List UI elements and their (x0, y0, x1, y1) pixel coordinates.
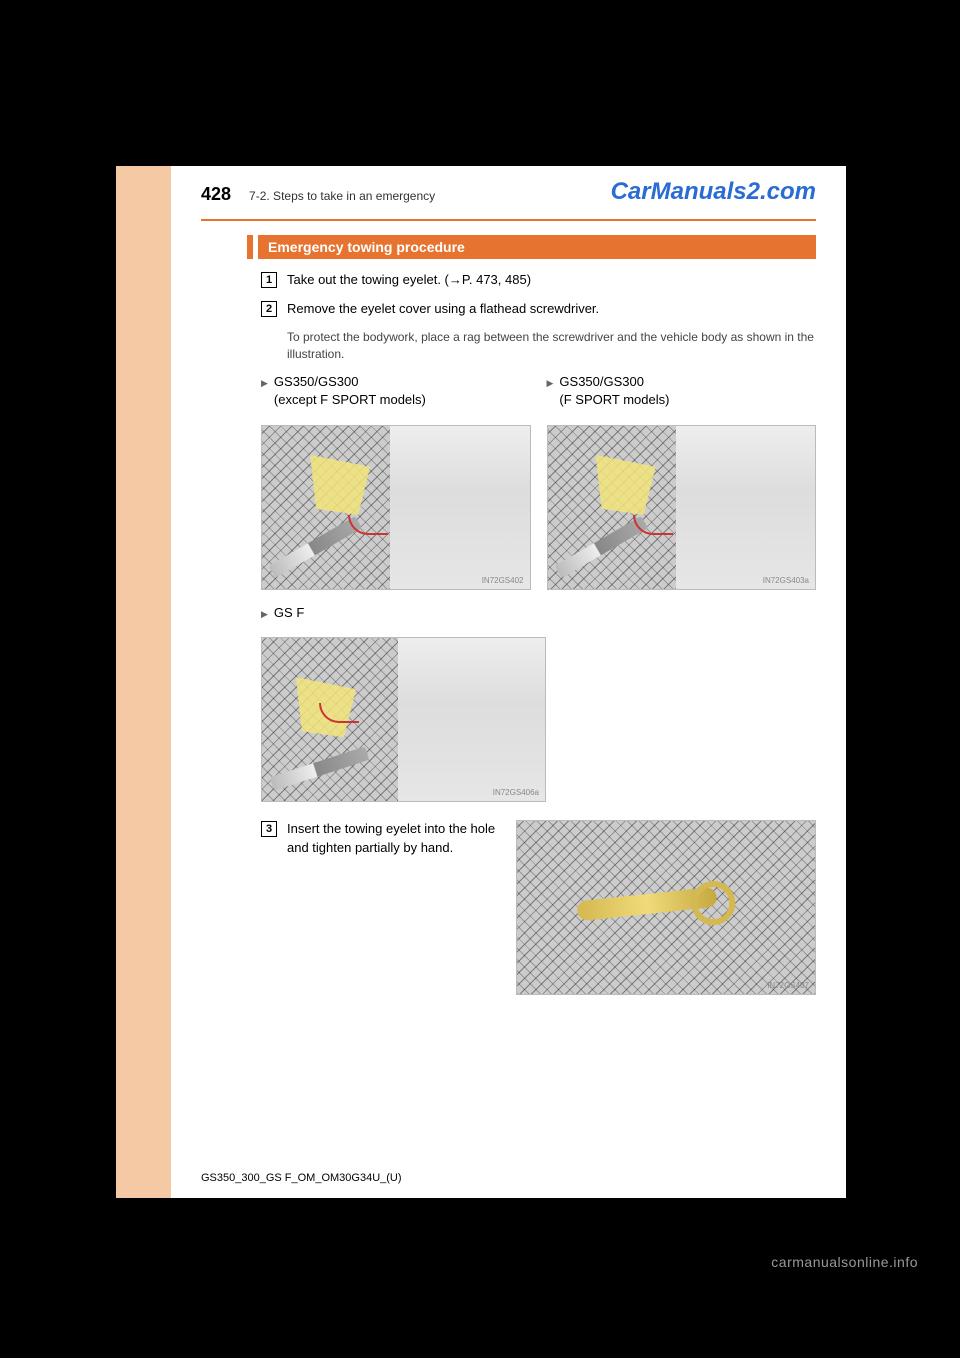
section-title: Emergency towing procedure (247, 235, 816, 259)
content-area: CarManuals2.com 428 7-2. Steps to take i… (171, 166, 846, 1198)
step-2-text: Remove the eyelet cover using a flathead… (287, 300, 599, 319)
variant-labels-row: ▶ GS350/GS300 (except F SPORT models) ▶ … (261, 373, 816, 410)
step-3-row: 3 Insert the towing eyelet into the hole… (261, 820, 816, 995)
illustration-row-2: IN72GS406a (261, 629, 816, 802)
step-1-text: Take out the towing eyelet. (→P. 473, 48… (287, 271, 531, 290)
illustration-a-id: IN72GS402 (482, 576, 524, 585)
page: CarManuals2.com 428 7-2. Steps to take i… (116, 166, 846, 1198)
step-3-text: Insert the towing eyelet into the hole a… (287, 820, 496, 858)
divider (201, 219, 816, 221)
step-number-2: 2 (261, 301, 277, 317)
section-title-text: Emergency towing procedure (258, 235, 816, 259)
car-front-shape (676, 426, 815, 589)
step-2-note: To protect the bodywork, place a rag bet… (287, 329, 816, 364)
illustration-d-id: IN72GS407 (767, 981, 809, 990)
variant-c: ▶ GS F (261, 604, 816, 624)
watermark-text: CarManuals2.com (611, 178, 816, 206)
step-3: 3 Insert the towing eyelet into the hole… (261, 820, 496, 858)
variant-c-label: ▶ GS F (261, 604, 816, 622)
step-number-1: 1 (261, 272, 277, 288)
section-path: 7-2. Steps to take in an emergency (249, 189, 435, 203)
triangle-icon: ▶ (261, 377, 268, 389)
footer-link: carmanualsonline.info (771, 1254, 918, 1270)
variant-b-label: ▶ GS350/GS300 (F SPORT models) (547, 373, 817, 408)
document-id: GS350_300_GS F_OM_OM30G34U_(U) (201, 1172, 402, 1184)
left-sidebar (116, 166, 171, 1198)
illustration-b-id: IN72GS403a (763, 576, 809, 585)
step-1: 1 Take out the towing eyelet. (→P. 473, … (261, 271, 816, 290)
variant-a: ▶ GS350/GS300 (except F SPORT models) (261, 373, 531, 410)
variant-a-line2: (except F SPORT models) (274, 392, 426, 407)
illustration-b: IN72GS403a (547, 425, 817, 590)
triangle-icon: ▶ (261, 608, 268, 620)
illustration-c: IN72GS406a (261, 637, 546, 802)
variant-a-text: GS350/GS300 (except F SPORT models) (274, 373, 426, 408)
variant-b-line2: (F SPORT models) (559, 392, 669, 407)
step-number-3: 3 (261, 821, 277, 837)
step-2: 2 Remove the eyelet cover using a flathe… (261, 300, 816, 319)
car-front-shape (398, 638, 545, 801)
variant-b: ▶ GS350/GS300 (F SPORT models) (547, 373, 817, 410)
variant-c-text: GS F (274, 604, 304, 622)
illustration-row-1: IN72GS402 IN72GS403a (261, 417, 816, 590)
variant-a-line1: GS350/GS300 (274, 374, 359, 389)
illustration-d: IN72GS407 (516, 820, 816, 995)
car-front-shape (390, 426, 529, 589)
triangle-icon: ▶ (547, 377, 554, 389)
variant-c-row: ▶ GS F (261, 604, 816, 624)
illustration-a: IN72GS402 (261, 425, 531, 590)
illustration-c-id: IN72GS406a (493, 788, 539, 797)
variant-b-line1: GS350/GS300 (559, 374, 644, 389)
variant-b-text: GS350/GS300 (F SPORT models) (559, 373, 669, 408)
variant-a-label: ▶ GS350/GS300 (except F SPORT models) (261, 373, 531, 408)
page-number: 428 (201, 184, 231, 205)
